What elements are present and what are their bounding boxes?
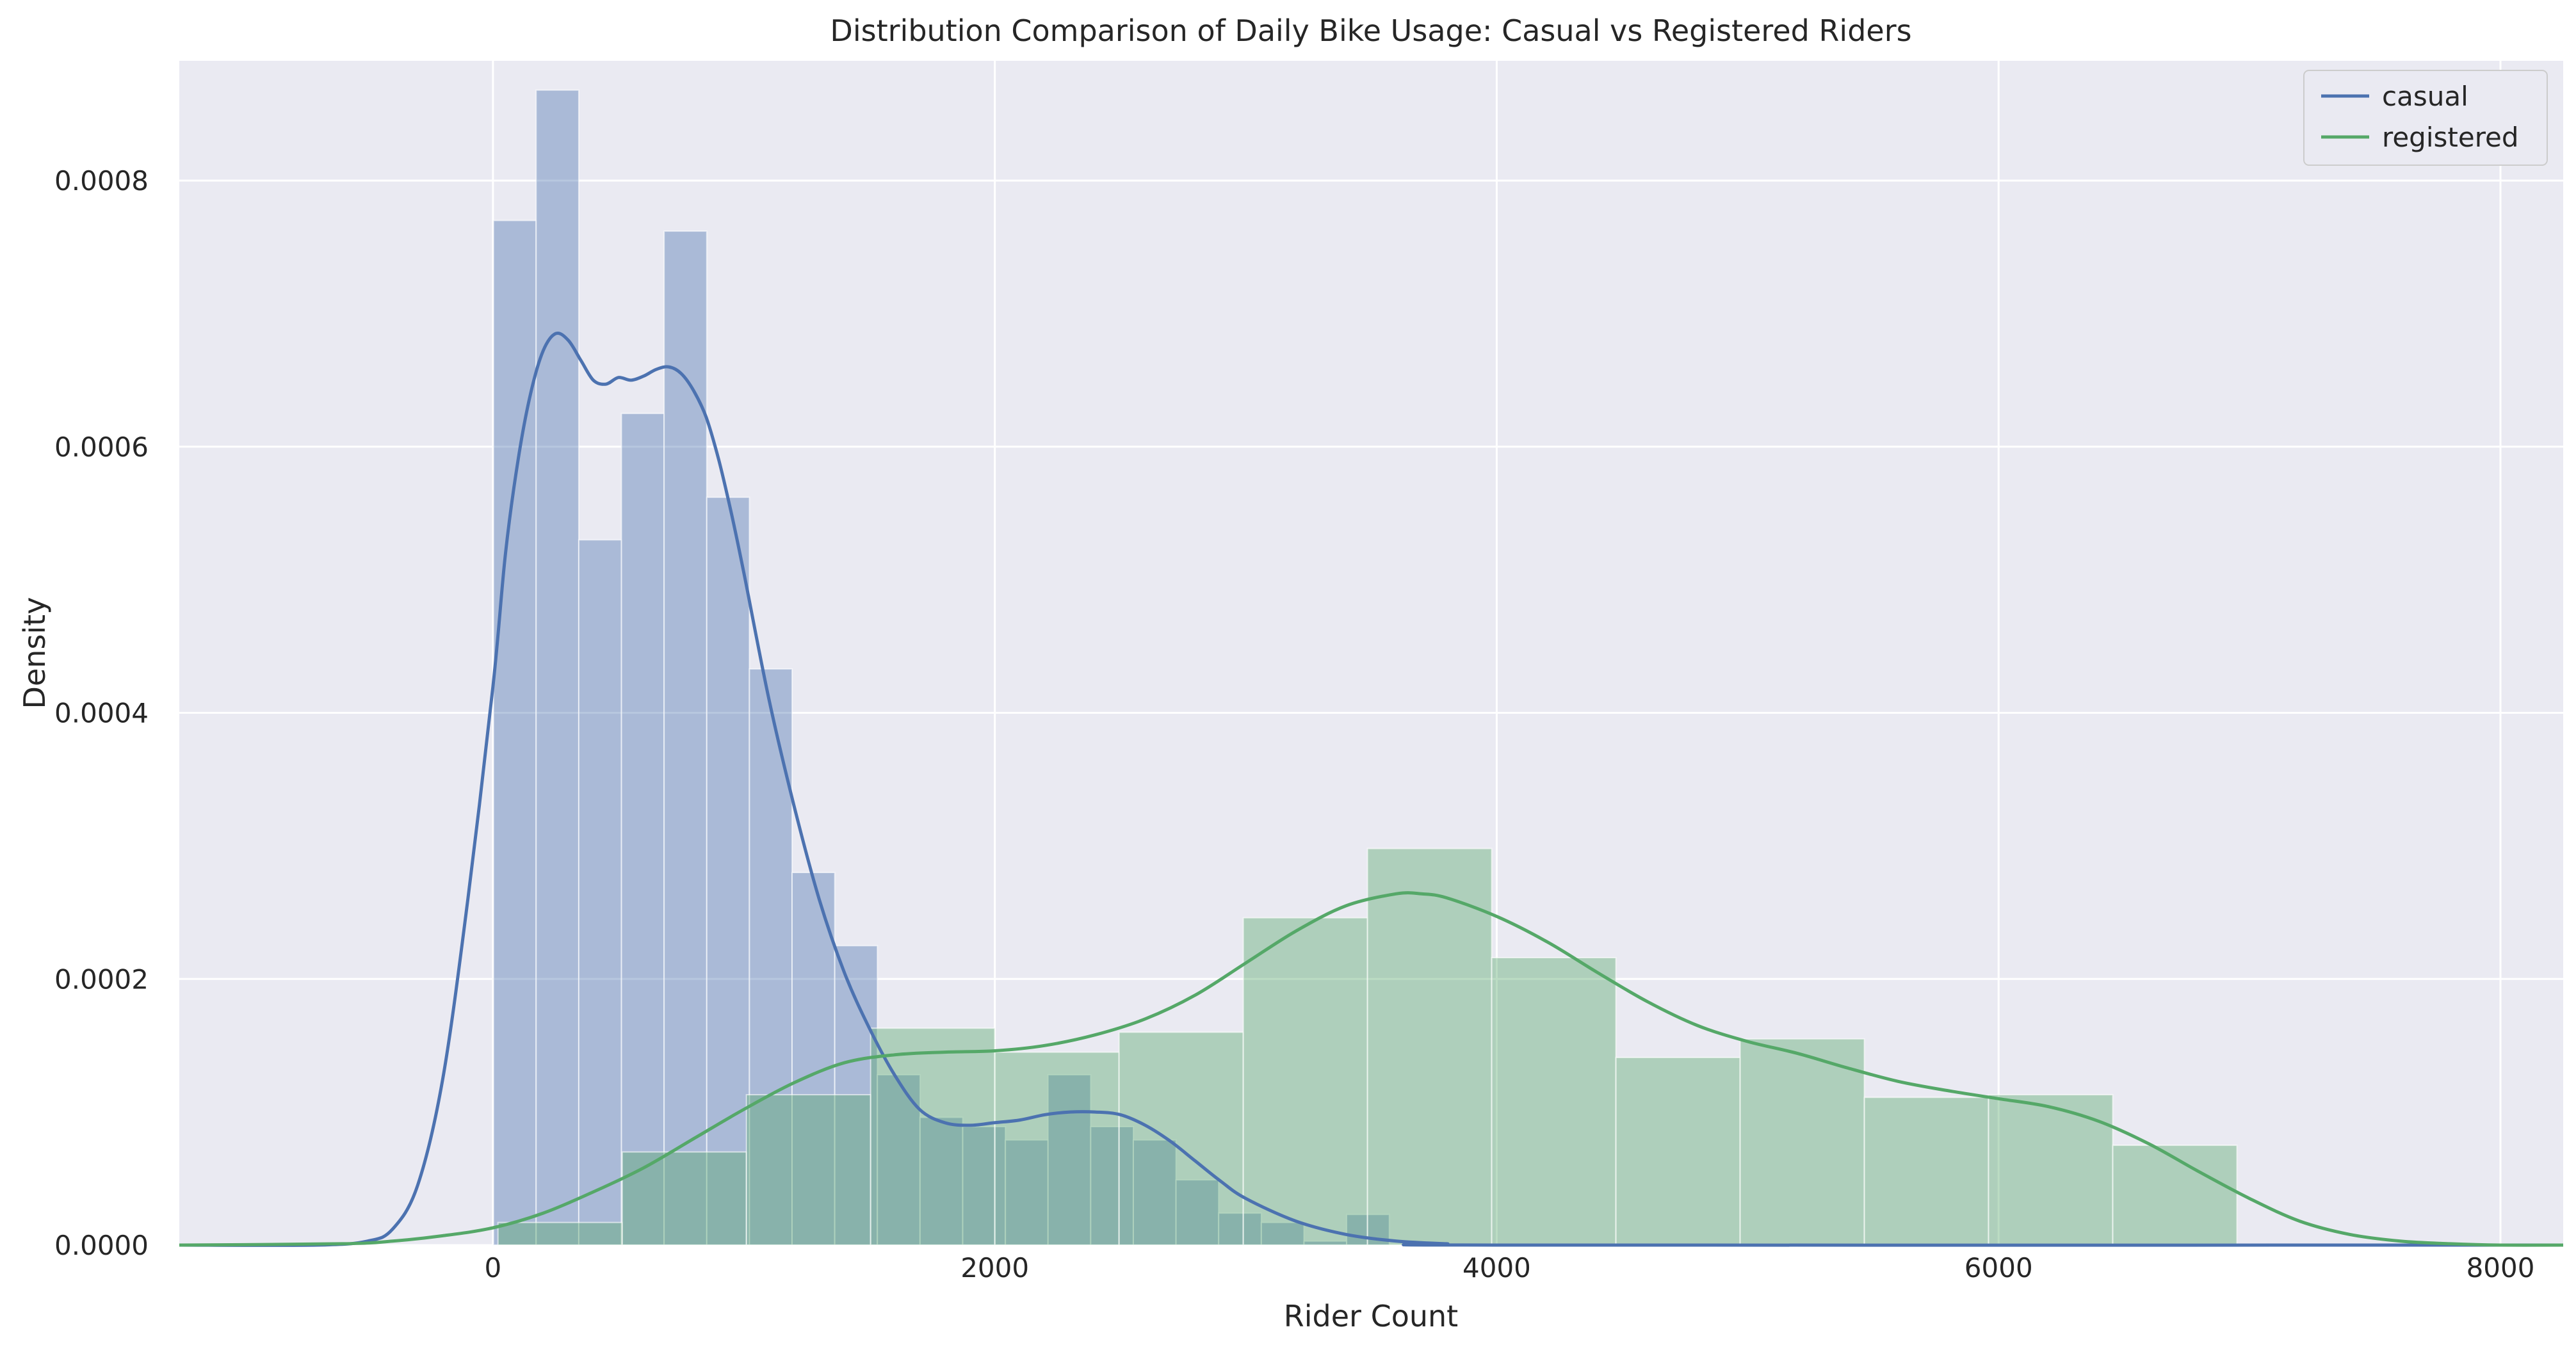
bar-casual-5	[706, 496, 750, 1246]
y-tick-label-2: 0.0004	[54, 698, 149, 729]
bar-casual-1	[535, 89, 579, 1246]
bar-registered-9	[1615, 1056, 1741, 1246]
bar-casual-3	[620, 412, 665, 1246]
legend-box	[2303, 70, 2548, 166]
bar-registered-3	[870, 1027, 996, 1246]
y-tick-label-1: 0.0002	[54, 963, 149, 995]
x-tick-label-3: 6000	[1964, 1252, 2033, 1284]
bar-casual-2	[578, 539, 622, 1246]
plot-background	[179, 61, 2563, 1245]
bar-registered-2	[745, 1094, 871, 1246]
bar-casual-17	[1218, 1212, 1262, 1246]
y-axis-label: Density	[17, 597, 52, 709]
x-tick-label-0: 0	[485, 1252, 502, 1284]
bar-casual-15	[1132, 1139, 1177, 1246]
legend-label-casual: casual	[2382, 81, 2468, 112]
bar-registered-10	[1739, 1038, 1865, 1246]
y-tick-label-0: 0.0000	[54, 1230, 149, 1261]
bar-casual-16	[1175, 1179, 1220, 1246]
x-tick-label-2: 4000	[1462, 1252, 1531, 1284]
bar-casual-12	[1005, 1139, 1049, 1246]
x-tick-label-1: 2000	[960, 1252, 1029, 1284]
bar-registered-12	[1988, 1094, 2114, 1246]
y-tick-label-3: 0.0006	[54, 431, 149, 463]
x-tick-label-4: 8000	[2467, 1252, 2535, 1284]
bar-casual-0	[492, 220, 537, 1246]
legend: casual registered	[2303, 70, 2548, 166]
bar-registered-11	[1863, 1097, 1989, 1246]
bar-registered-6	[1242, 917, 1368, 1246]
chart-title: Distribution Comparison of Daily Bike Us…	[830, 13, 1911, 48]
bar-casual-10	[919, 1116, 964, 1246]
kde-line-casual	[179, 331, 2564, 1247]
bar-casual-13	[1047, 1074, 1092, 1246]
bar-registered-5	[1118, 1031, 1244, 1246]
bar-casual-18	[1260, 1221, 1305, 1246]
bar-registered-13	[2112, 1145, 2238, 1246]
bar-registered-1	[621, 1151, 747, 1246]
tick-labels: 0 2000 4000 6000 8000 0.0000 0.0002 0.0004 0.000…	[54, 165, 2534, 1284]
bar-registered-8	[1491, 957, 1617, 1246]
bar-casual-4	[663, 230, 708, 1246]
kde-line-registered	[179, 891, 2564, 1247]
x-axis-label: Rider Count	[1284, 1299, 1458, 1333]
y-tick-label-4: 0.0008	[54, 165, 149, 197]
bar-registered-7	[1366, 848, 1493, 1246]
kde-lines	[179, 331, 2564, 1247]
bar-casual-14	[1090, 1126, 1134, 1246]
legend-label-registered: registered	[2382, 122, 2519, 153]
histogram-bars	[492, 89, 2238, 1246]
bar-registered-4	[994, 1051, 1120, 1246]
bar-registered-0	[497, 1221, 623, 1246]
